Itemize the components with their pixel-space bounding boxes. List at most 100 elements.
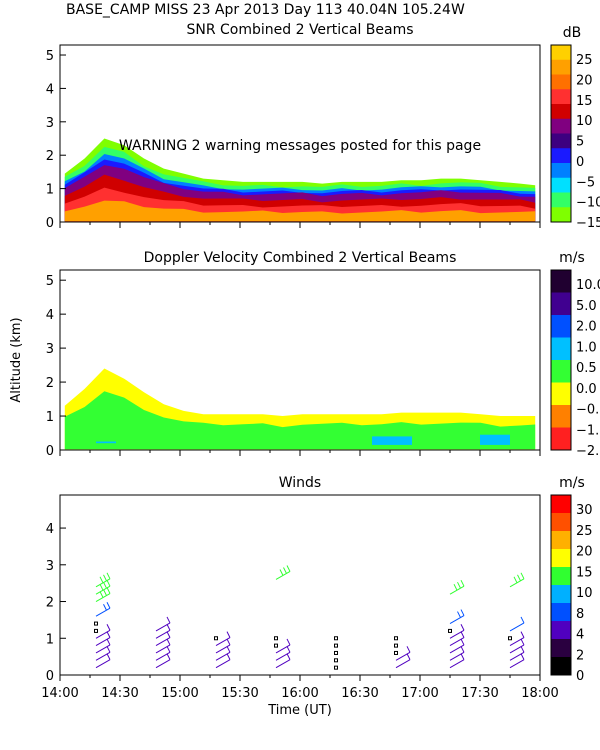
wind-barb-flag (106, 587, 111, 594)
x-tick-label: 15:00 (161, 686, 198, 701)
wind-barb-flag (106, 579, 111, 587)
colorbar-swatch (551, 531, 571, 550)
wind-calm-marker (394, 650, 398, 655)
wind-barb-flag (453, 583, 458, 591)
colorbar-label: 15 (576, 94, 593, 109)
wind-barb-flag (166, 631, 171, 638)
wind-barb-shaft (449, 629, 465, 639)
wind-barb-flag (457, 611, 461, 618)
colorbar-label: 0 (576, 155, 584, 170)
wind-barb-shaft (275, 651, 291, 661)
wind-barb-flag (226, 631, 231, 638)
wind-barb-shaft (155, 651, 171, 661)
colorbar-swatch (551, 382, 571, 406)
y-tick-label: 0 (46, 444, 54, 459)
wind-barb-shaft (95, 659, 111, 669)
colorbar-label: 20 (576, 545, 593, 560)
wind-barb-flag (226, 646, 231, 653)
y-tick-label: 0 (46, 216, 54, 231)
site-date-title: BASE_CAMP MISS 23 Apr 2013 Day 113 40.04… (66, 2, 465, 18)
wind-barb-flag (460, 646, 465, 653)
y-tick-label: 2 (46, 596, 54, 611)
wind-calm-marker (334, 658, 338, 663)
colorbar-label: −5 (576, 175, 595, 190)
colorbar-frame (550, 269, 572, 451)
colorbar-label: −15 (576, 216, 600, 231)
wind-calm-marker (94, 621, 98, 626)
x-tick-label: 16:00 (281, 686, 318, 701)
y-tick-label: 5 (46, 274, 54, 289)
colorbar-label: 0 (576, 669, 584, 684)
y-tick-label: 1 (46, 183, 54, 198)
y-tick-label: 2 (46, 376, 54, 391)
wind-barb-shaft (215, 659, 231, 669)
colorbar-label: 0.5 (576, 361, 597, 376)
wind-barb-flag (517, 574, 521, 582)
wind-barb-flag (460, 609, 465, 616)
wind-barb-shaft (509, 659, 525, 669)
colorbar-label: −1.0 (576, 423, 600, 438)
wind-barb-flag (460, 653, 465, 660)
colorbar-swatch (551, 133, 571, 149)
y-tick-label: 3 (46, 342, 54, 357)
doppler-layer-1 (64, 391, 536, 450)
wind-calm-marker (508, 636, 512, 641)
wind-barb-flag (279, 569, 284, 576)
colorbar-swatch (551, 59, 571, 75)
wind-barb-shaft (155, 659, 171, 669)
wind-barb-shaft (155, 644, 171, 654)
wind-barb-flag (166, 646, 171, 653)
wind-barb-flag (520, 646, 525, 653)
wind-calm-marker (334, 665, 338, 670)
x-tick-label: 14:00 (41, 686, 78, 701)
wind-barb-shaft (95, 637, 111, 647)
doppler-pocket-2 (96, 441, 116, 444)
wind-calm-marker (274, 636, 278, 641)
wind-barb-flag (99, 583, 104, 591)
colorbar-swatch (551, 104, 571, 120)
colorbar-units: m/s (559, 250, 585, 266)
colorbar-swatch (551, 118, 571, 134)
wind-calm-marker (334, 636, 338, 641)
colorbar-swatch (551, 603, 571, 622)
wind-barb-flag (286, 653, 291, 660)
colorbar-label: −2.0 (576, 444, 600, 459)
y-tick-label: 1 (46, 410, 54, 425)
wind-barb-shaft (509, 651, 525, 661)
wind-barb-flag (106, 646, 111, 653)
colorbar-swatch (551, 74, 571, 90)
colorbar-swatch (551, 639, 571, 658)
colorbar-swatch (551, 207, 571, 223)
wind-barb-shaft (509, 622, 525, 632)
wind-barb-flag (520, 653, 525, 660)
wind-barb-shaft (155, 637, 171, 647)
y-tick-label: 4 (46, 522, 54, 537)
wind-barb-shaft (275, 644, 291, 654)
wind-calm-marker (274, 643, 278, 648)
colorbar-swatch (551, 657, 571, 676)
wind-barb-shaft (395, 651, 411, 661)
colorbar-units: m/s (559, 475, 585, 491)
wind-barb-shaft (449, 659, 465, 669)
wind-barb-flag (460, 638, 465, 646)
colorbar-swatch (551, 585, 571, 604)
wind-barb-flag (106, 631, 111, 638)
wind-calm-marker (214, 636, 218, 641)
wind-barb-flag (99, 591, 104, 598)
x-tick-label: 14:30 (101, 686, 138, 701)
wind-barb-flag (106, 638, 111, 646)
wind-barb-shaft (95, 607, 111, 617)
y-tick-label: 4 (46, 82, 54, 97)
wind-barb-flag (286, 646, 291, 653)
colorbar-label: 10 (576, 586, 593, 601)
y-tick-label: 0 (46, 669, 54, 684)
wind-barb-flag (286, 638, 291, 646)
wind-barb-flag (513, 576, 518, 584)
wind-calm-marker (334, 643, 338, 648)
wind-barb-flag (106, 653, 111, 660)
wind-barb-shaft (449, 637, 465, 647)
colorbar-swatch (551, 405, 571, 428)
colorbar-units: dB (563, 25, 582, 41)
wind-barb-flag (103, 581, 107, 589)
